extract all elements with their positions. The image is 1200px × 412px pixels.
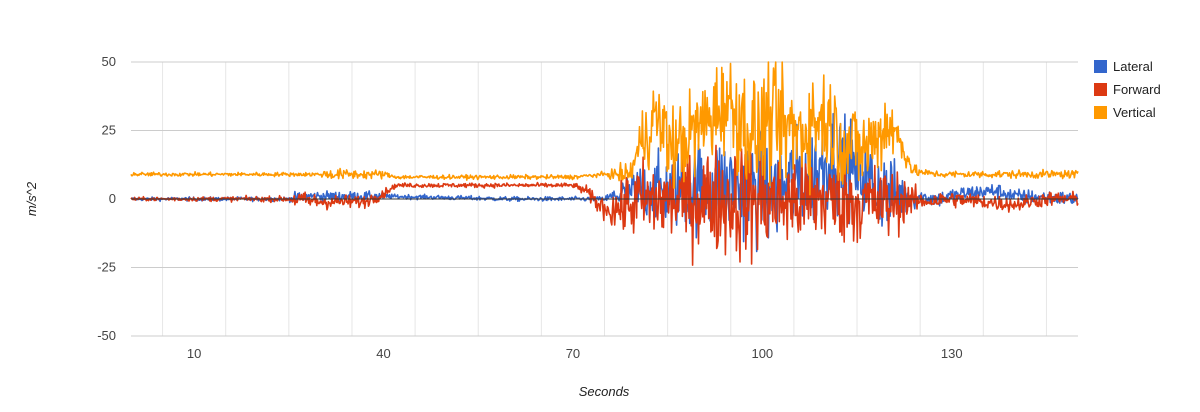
y-tick-label: -25: [97, 260, 116, 275]
y-tick-label: 50: [102, 54, 116, 69]
x-tick-label: 10: [187, 346, 201, 361]
y-axis-ticks: 50 25 0 -25 -50: [97, 54, 116, 343]
x-tick-label: 100: [751, 346, 773, 361]
legend-swatch-forward: [1094, 83, 1107, 96]
legend-label-lateral: Lateral: [1113, 59, 1153, 74]
series-line-vertical: [130, 61, 1079, 196]
legend-item-lateral[interactable]: Lateral: [1094, 59, 1153, 74]
x-axis-ticks: 10 40 70 100 130: [187, 346, 963, 361]
x-tick-label: 40: [376, 346, 390, 361]
legend-label-forward: Forward: [1113, 82, 1161, 97]
y-axis-title: m/s^2: [24, 181, 39, 216]
legend-item-vertical[interactable]: Vertical: [1094, 105, 1156, 120]
x-tick-label: 70: [566, 346, 580, 361]
y-tick-label: 0: [109, 191, 116, 206]
legend-label-vertical: Vertical: [1113, 105, 1156, 120]
x-axis-title: Seconds: [579, 384, 630, 399]
legend: Lateral Forward Vertical: [1094, 59, 1161, 120]
y-tick-label: 25: [102, 123, 116, 138]
legend-item-forward[interactable]: Forward: [1094, 82, 1161, 97]
y-tick-label: -50: [97, 328, 116, 343]
x-tick-label: 130: [941, 346, 963, 361]
series-layer: [130, 61, 1079, 266]
legend-swatch-lateral: [1094, 60, 1107, 73]
legend-swatch-vertical: [1094, 106, 1107, 119]
series-line-forward: [130, 132, 1079, 266]
